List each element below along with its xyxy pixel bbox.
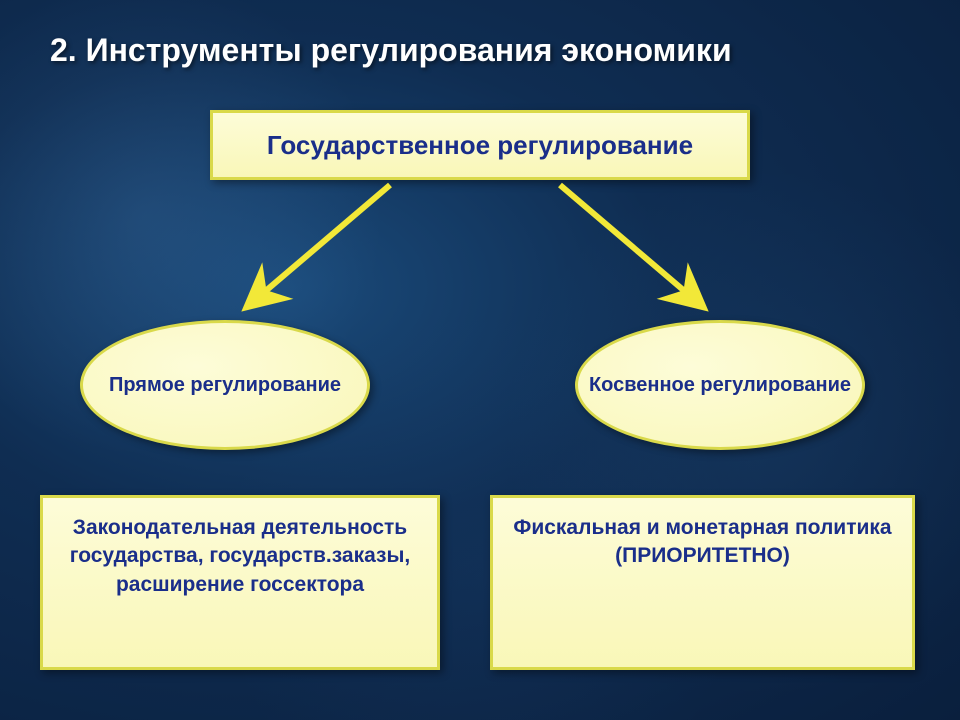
node-indirect-description: Фискальная и монетарная политика (ПРИОРИ… (490, 495, 915, 670)
node-direct-description: Законодательная деятельность государства… (40, 495, 440, 670)
node-indirect-label: Косвенное регулирование (589, 372, 851, 398)
arrow-right (560, 185, 695, 300)
node-indirect-desc-label: Фискальная и монетарная политика (ПРИОРИ… (507, 514, 898, 571)
slide-title: 2. Инструменты регулирования экономики (50, 32, 910, 69)
node-direct-label: Прямое регулирование (109, 372, 341, 398)
node-root-label: Государственное регулирование (267, 130, 693, 161)
node-direct-desc-label: Законодательная деятельность государства… (57, 514, 423, 599)
node-indirect-regulation: Косвенное регулирование (575, 320, 865, 450)
node-direct-regulation: Прямое регулирование (80, 320, 370, 450)
node-root: Государственное регулирование (210, 110, 750, 180)
arrow-left (255, 185, 390, 300)
